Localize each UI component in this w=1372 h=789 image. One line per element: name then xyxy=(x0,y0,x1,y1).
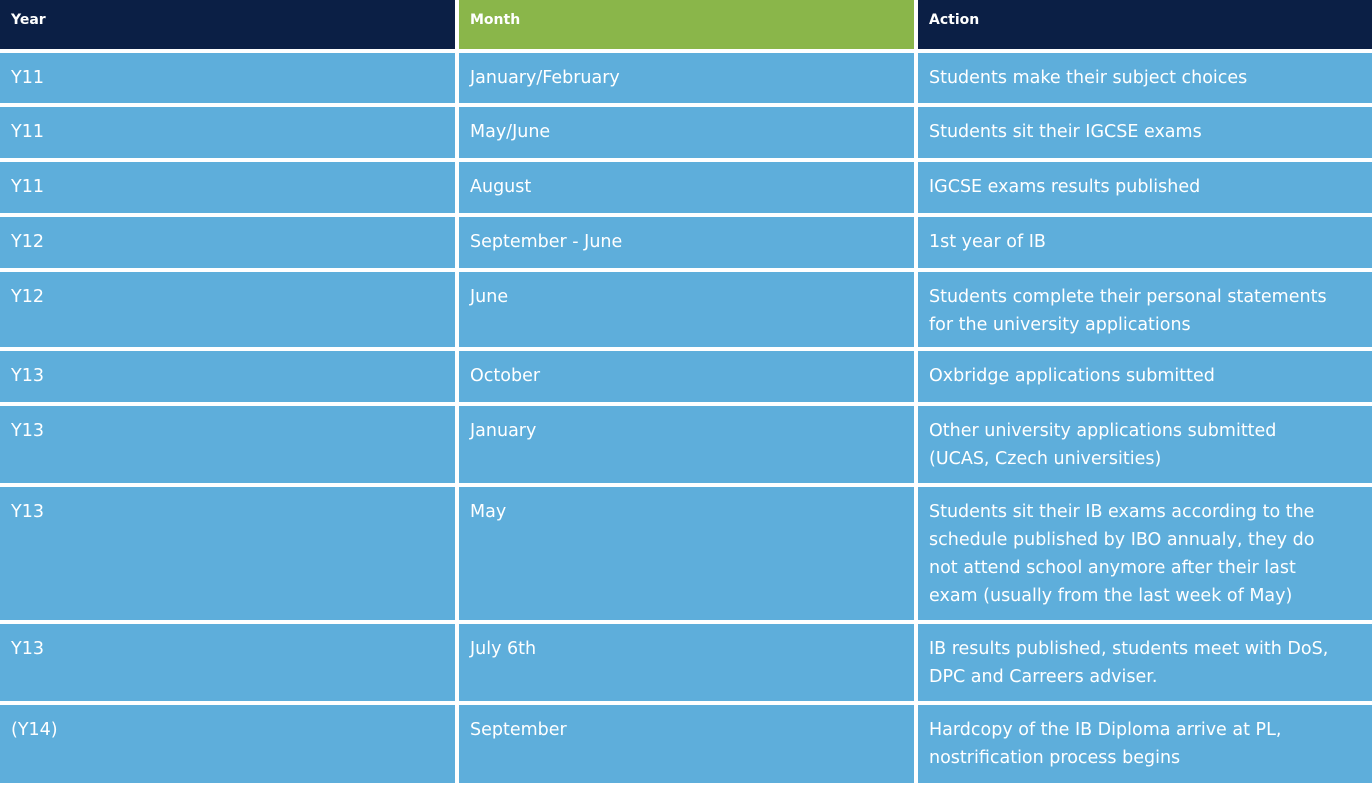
action-line: IB results published, students meet with… xyxy=(929,639,1329,659)
action-line: nostrification process begins xyxy=(929,748,1181,768)
year-cell: Y13 xyxy=(0,624,455,701)
year-cell: Y13 xyxy=(0,487,455,620)
action-line: (UCAS, Czech universities) xyxy=(929,449,1162,469)
year-cell: Y13 xyxy=(0,406,455,483)
action-line: IGCSE exams results published xyxy=(929,177,1201,197)
year-cell: Y11 xyxy=(0,107,455,158)
action-line: Hardcopy of the IB Diploma arrive at PL, xyxy=(929,720,1282,740)
month-cell: September - June xyxy=(459,217,914,268)
year-cell: Y12 xyxy=(0,272,455,347)
action-line: Students sit their IGCSE exams xyxy=(929,122,1202,142)
action-line: Students make their subject choices xyxy=(929,68,1248,88)
action-line: Students sit their IB exams according to… xyxy=(929,502,1315,522)
year-cell: (Y14) xyxy=(0,705,455,783)
month-cell: September xyxy=(459,705,914,783)
action-cell: Oxbridge applications submitted xyxy=(918,351,1372,402)
action-cell: Students sit their IB exams according to… xyxy=(918,487,1372,620)
month-cell: January xyxy=(459,406,914,483)
action-cell: 1st year of IB xyxy=(918,217,1372,268)
action-line: for the university applications xyxy=(929,315,1191,335)
action-line: Students complete their personal stateme… xyxy=(929,287,1327,307)
year-cell: Y11 xyxy=(0,53,455,103)
month-cell: August xyxy=(459,162,914,213)
header-month: Month xyxy=(459,0,914,49)
action-cell: Hardcopy of the IB Diploma arrive at PL,… xyxy=(918,705,1372,783)
header-action: Action xyxy=(918,0,1372,49)
month-cell: May/June xyxy=(459,107,914,158)
action-cell: IGCSE exams results published xyxy=(918,162,1372,213)
year-cell: Y11 xyxy=(0,162,455,213)
action-cell: Students sit their IGCSE exams xyxy=(918,107,1372,158)
year-cell: Y12 xyxy=(0,217,455,268)
month-cell: January/February xyxy=(459,53,914,103)
month-cell: October xyxy=(459,351,914,402)
year-cell: Y13 xyxy=(0,351,455,402)
action-cell: Students complete their personal stateme… xyxy=(918,272,1372,347)
action-cell: Students make their subject choices xyxy=(918,53,1372,103)
action-line: Oxbridge applications submitted xyxy=(929,366,1215,386)
action-line: 1st year of IB xyxy=(929,232,1046,252)
action-line: exam (usually from the last week of May) xyxy=(929,586,1293,606)
month-cell: May xyxy=(459,487,914,620)
action-line: Other university applications submitted xyxy=(929,421,1277,441)
action-line: schedule published by IBO annualy, they … xyxy=(929,530,1315,550)
month-cell: June xyxy=(459,272,914,347)
action-cell: IB results published, students meet with… xyxy=(918,624,1372,701)
action-line: DPC and Carreers adviser. xyxy=(929,667,1158,687)
action-line: not attend school anymore after their la… xyxy=(929,558,1296,578)
header-year: Year xyxy=(0,0,455,49)
action-cell: Other university applications submitted … xyxy=(918,406,1372,483)
month-cell: July 6th xyxy=(459,624,914,701)
